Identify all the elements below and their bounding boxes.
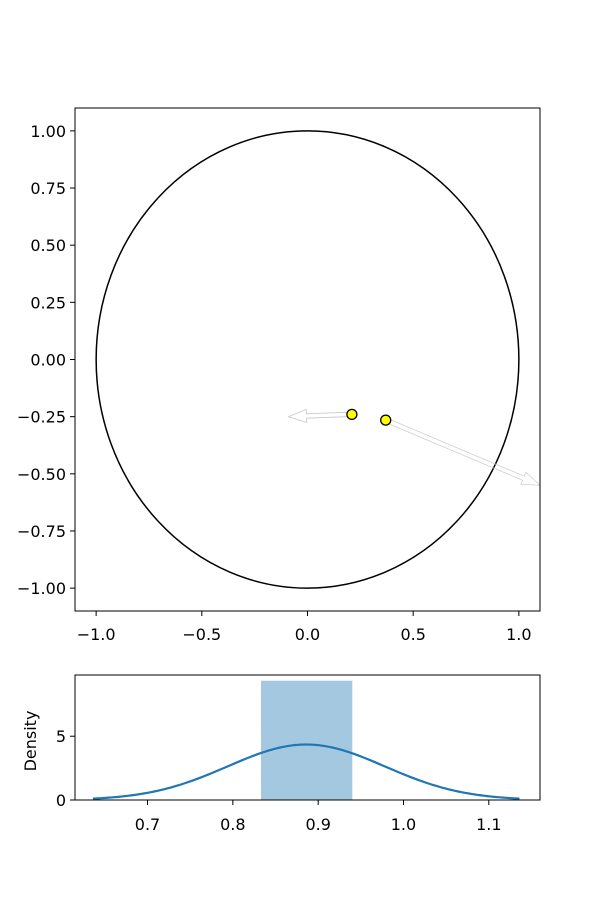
y-tick-label: −0.50 bbox=[17, 465, 66, 484]
particle-point bbox=[346, 408, 358, 421]
x-tick-label: 0.9 bbox=[305, 815, 330, 834]
density-axes: 0.7 0.8 0.9 1.0 1.1 05 Density bbox=[21, 674, 541, 834]
x-tick-label: 0.0 bbox=[295, 625, 320, 644]
y-tick-label: 0.50 bbox=[30, 236, 66, 255]
y-tick-label: 0 bbox=[56, 791, 66, 810]
x-tick-label: 0.8 bbox=[220, 815, 245, 834]
x-tick-label: 1.0 bbox=[506, 625, 531, 644]
y-tick-label: −0.25 bbox=[17, 408, 66, 427]
bottom-x-axis: 0.7 0.8 0.9 1.0 1.1 bbox=[135, 800, 502, 834]
y-tick-label: 1.00 bbox=[30, 122, 66, 141]
kde-line bbox=[92, 743, 520, 800]
circle-scatter-axes: −1.0 −0.5 0.0 0.5 1.0 1.00 0.75 0.50 0.25 0.00 −0… bbox=[17, 107, 541, 644]
unit-circle bbox=[95, 130, 520, 589]
y-tick-label: −0.75 bbox=[17, 522, 66, 541]
bottom-y-axis: 05 bbox=[56, 727, 75, 810]
y-tick-label: 0.25 bbox=[30, 293, 66, 312]
y-tick-label: −1.00 bbox=[17, 579, 66, 598]
velocity-arrow bbox=[287, 408, 351, 424]
x-tick-label: −1.0 bbox=[77, 625, 116, 644]
bottom-axes-frame bbox=[74, 674, 541, 801]
y-tick-label: 5 bbox=[56, 727, 66, 746]
y-tick-label: 0.00 bbox=[30, 351, 66, 370]
bottom-plot-area bbox=[92, 680, 520, 800]
x-tick-label: −0.5 bbox=[182, 625, 221, 644]
top-y-axis: 1.00 0.75 0.50 0.25 0.00 −0.25 −0.50 −0.75 −1.00 bbox=[17, 122, 75, 598]
x-tick-label: 1.0 bbox=[391, 815, 416, 834]
histogram-bar bbox=[261, 680, 353, 800]
bottom-y-axis-label: Density bbox=[21, 711, 40, 772]
y-tick-label: 0.75 bbox=[30, 179, 66, 198]
x-tick-label: 0.7 bbox=[135, 815, 160, 834]
x-tick-label: 0.5 bbox=[400, 625, 425, 644]
velocity-arrow bbox=[384, 417, 540, 486]
particle-point bbox=[380, 414, 392, 426]
top-plot-area bbox=[95, 130, 540, 589]
x-tick-label: 1.1 bbox=[476, 815, 501, 834]
top-x-axis: −1.0 −0.5 0.0 0.5 1.0 bbox=[77, 611, 532, 644]
